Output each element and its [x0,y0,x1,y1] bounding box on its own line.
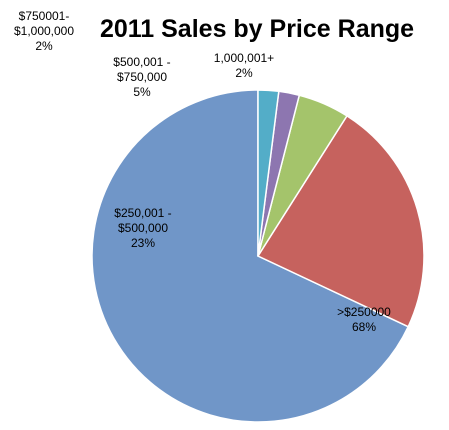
slice-labels: >$250000 68% $250,001 -$500,000 23% $500,001… [14,9,391,334]
pie-slice-5 [257,89,280,257]
slice-label-3: $500,001 -$750,000 5% [113,55,170,99]
slice-label-1: >$250000 68% [337,305,391,334]
slice-label-2: $250,001 -$500,000 23% [114,206,171,250]
slice-label-line: $750,000 [117,70,167,84]
slice-label-5: 1,000,001+ 2% [214,51,274,80]
slice-label-line: $750001- [19,9,70,23]
slice-label-line: 2% [235,66,253,80]
slice-label-line: 68% [352,320,376,334]
slice-label-line: >$250000 [337,305,391,319]
slice-label-line: 1,000,001+ [214,51,274,65]
slice-label-line: 23% [131,236,155,250]
slice-label-line: $500,001 - [113,55,170,69]
chart-title: 2011 Sales by Price Range [100,15,414,43]
pie-slice-2 [256,114,425,328]
slice-label-line: $500,000 [118,221,168,235]
slice-label-line: $250,001 - [114,206,171,220]
slice-label-line: 5% [133,85,151,99]
slice-label-line: $1,000,000 [14,24,74,38]
pie-slices [91,89,425,423]
slice-label-4: $750001-$1,000,000 2% [14,9,74,53]
slice-label-line: 2% [35,39,53,53]
pie-slice-1 [91,89,410,423]
